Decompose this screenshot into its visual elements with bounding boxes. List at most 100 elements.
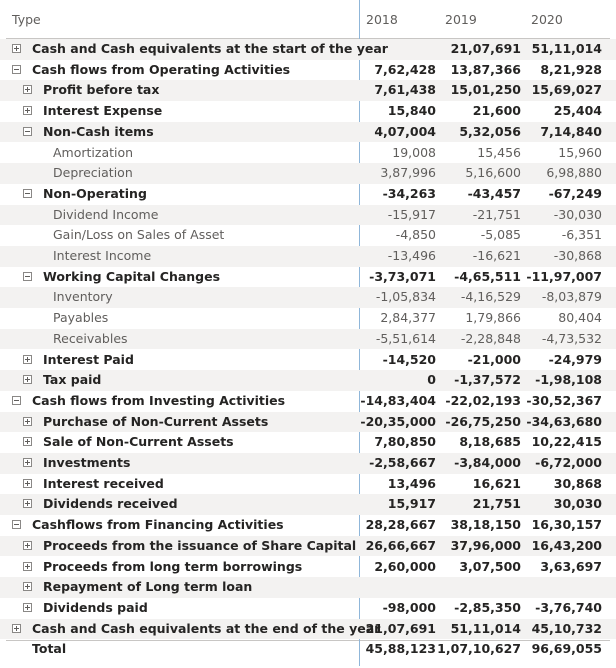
column-header-2020[interactable]: 2020 — [531, 12, 563, 27]
table-row[interactable]: Sale of Non-Current Assets 7,80,850 8,18,6… — [0, 432, 616, 453]
table-row[interactable]: Dividends received 15,917 21,751 30,030 — [0, 494, 616, 516]
expand-icon[interactable] — [23, 561, 32, 571]
row-label-profit-before-tax: Profit before tax — [43, 82, 160, 98]
cell-2018: 7,62,428 — [374, 61, 436, 77]
cell-2019: 16,621 — [472, 475, 521, 491]
table-row[interactable]: Repayment of Long term loan — [0, 577, 616, 598]
cell-2018: -15,917 — [387, 206, 436, 222]
expand-icon[interactable] — [23, 582, 32, 592]
header-divider — [6, 38, 610, 39]
table-row[interactable]: Cash and Cash equivalents at the end of … — [0, 618, 616, 640]
column-header-row: Type 2018 2019 2020 — [0, 0, 616, 38]
cell-2019: 51,11,014 — [450, 620, 521, 636]
table-row[interactable]: Receivables -5,51,614 -2,28,848 -4,73,532 — [0, 328, 616, 350]
expand-icon[interactable] — [12, 44, 21, 53]
cell-2018: 13,496 — [387, 475, 436, 491]
table-row[interactable]: Tax paid 0 -1,37,572 -1,98,108 — [0, 370, 616, 391]
table-row[interactable]: Total 45,88,123 1,07,10,627 96,69,055 — [0, 639, 616, 660]
row-label-tax-paid: Tax paid — [43, 372, 102, 388]
expand-icon[interactable] — [23, 499, 32, 509]
expand-icon[interactable] — [23, 106, 32, 116]
table-row[interactable]: Cash flows from Investing Activities -14,… — [0, 391, 616, 412]
cell-2020: 3,63,697 — [540, 558, 602, 574]
expand-icon[interactable] — [23, 540, 32, 550]
cell-2018: 0 — [427, 372, 436, 388]
expand-icon[interactable] — [23, 458, 32, 467]
expand-icon[interactable] — [23, 85, 32, 95]
cell-2020: -24,979 — [548, 351, 602, 367]
cell-2018: 15,917 — [387, 496, 436, 512]
table-row[interactable]: Purchase of Non-Current Assets -20,35,000… — [0, 411, 616, 433]
collapse-icon[interactable] — [12, 520, 21, 530]
cell-2018: 2,60,000 — [374, 558, 436, 574]
table-row[interactable]: Cashflows from Financing Activities 28,28… — [0, 515, 616, 536]
table-row[interactable]: Depreciation 3,87,996 5,16,600 6,98,880 — [0, 163, 616, 184]
collapse-icon[interactable] — [23, 126, 32, 136]
table-row[interactable]: Working Capital Changes -3,73,071 -4,65,51… — [0, 267, 616, 288]
expand-icon[interactable] — [23, 437, 32, 447]
row-label-gain-loss-on-sales-of-asset: Gain/Loss on Sales of Asset — [53, 227, 225, 243]
table-row[interactable]: Proceeds from the issuance of Share Capi… — [0, 535, 616, 557]
cell-2020: 7,14,840 — [540, 123, 602, 139]
cell-2020: 80,404 — [558, 310, 602, 326]
cell-2018: -98,000 — [382, 599, 436, 615]
cell-2020: 10,22,415 — [531, 434, 602, 450]
cell-2018: 26,66,667 — [365, 537, 436, 553]
table-row[interactable]: Inventory -1,05,834 -4,16,529 -8,03,879 — [0, 287, 616, 309]
row-label-working-capital-changes: Working Capital Changes — [43, 268, 221, 284]
collapse-icon[interactable] — [12, 64, 21, 74]
table-row[interactable]: Payables 2,84,377 1,79,866 80,404 — [0, 308, 616, 329]
collapse-icon[interactable] — [23, 271, 32, 281]
cell-2019: 21,07,691 — [450, 41, 521, 56]
cell-2018: 21,07,691 — [365, 620, 436, 636]
column-header-2019[interactable]: 2019 — [445, 12, 477, 27]
expand-icon[interactable] — [23, 602, 32, 612]
cell-2020: 16,43,200 — [531, 537, 602, 553]
table-row[interactable]: Profit before tax 7,61,438 15,01,250 15,69,… — [0, 80, 616, 102]
cell-2019: 21,751 — [472, 496, 521, 512]
cell-2019: 5,16,600 — [465, 165, 521, 181]
table-row[interactable]: Dividends paid -98,000 -2,85,350 -3,76,740 — [0, 598, 616, 619]
column-header-2018[interactable]: 2018 — [366, 12, 398, 27]
expand-icon[interactable] — [23, 375, 32, 385]
table-row[interactable]: Proceeds from long term borrowings 2,60,0… — [0, 557, 616, 578]
row-label-interest-income: Interest Income — [53, 248, 152, 263]
table-row[interactable]: Cash flows from Operating Activities 7,62… — [0, 60, 616, 81]
row-label-cash-flows-from-investing-activities: Cash flows from Investing Activities — [32, 392, 286, 408]
cell-2019: -3,84,000 — [454, 455, 521, 470]
row-label-repayment-of-long-term-loan: Repayment of Long term loan — [43, 579, 253, 595]
column-header-type[interactable]: Type — [12, 12, 41, 27]
cell-2020: -30,030 — [553, 206, 602, 222]
table-row[interactable]: Non-Operating -34,263 -43,457 -67,249 — [0, 184, 616, 205]
cell-2020: -6,72,000 — [535, 455, 602, 470]
table-row[interactable]: Non-Cash items 4,07,004 5,32,056 7,14,840 — [0, 121, 616, 143]
table-row[interactable]: Interest Paid -14,520 -21,000 -24,979 — [0, 350, 616, 371]
table-row[interactable]: Dividend Income -15,917 -21,751 -30,030 — [0, 204, 616, 226]
expand-icon[interactable] — [12, 623, 21, 633]
table-row[interactable]: Gain/Loss on Sales of Asset -4,850 -5,085 -… — [0, 225, 616, 246]
table-row[interactable]: Interest received 13,496 16,621 30,868 — [0, 474, 616, 495]
cell-2020: 51,11,014 — [531, 41, 602, 56]
table-row[interactable]: Investments -2,58,667 -3,84,000 -6,72,000 — [0, 453, 616, 474]
cell-2019: 1,79,866 — [465, 310, 521, 326]
cell-2018: -13,496 — [387, 248, 436, 263]
cell-2020: -67,249 — [548, 185, 602, 201]
cell-2020: 8,21,928 — [540, 61, 602, 77]
cell-2019: -2,28,848 — [460, 330, 521, 346]
table-row[interactable]: Cash and Cash equivalents at the start o… — [0, 39, 616, 60]
cell-2019: -21,000 — [467, 351, 521, 367]
cell-2020: 30,868 — [553, 475, 602, 491]
table-row[interactable]: Interest Expense 15,840 21,600 25,404 — [0, 101, 616, 122]
expand-icon[interactable] — [23, 478, 32, 488]
row-label-dividends-paid: Dividends paid — [43, 599, 148, 615]
collapse-icon[interactable] — [12, 395, 21, 405]
expand-icon[interactable] — [23, 416, 32, 426]
cell-2020: -30,52,367 — [526, 392, 602, 408]
row-label-dividend-income: Dividend Income — [53, 206, 159, 222]
table-row[interactable]: Interest Income -13,496 -16,621 -30,868 — [0, 246, 616, 267]
table-row[interactable]: Amortization 19,008 15,456 15,960 — [0, 143, 616, 164]
collapse-icon[interactable] — [23, 188, 32, 198]
expand-icon[interactable] — [23, 354, 32, 364]
cell-2018: -14,83,404 — [360, 392, 436, 408]
